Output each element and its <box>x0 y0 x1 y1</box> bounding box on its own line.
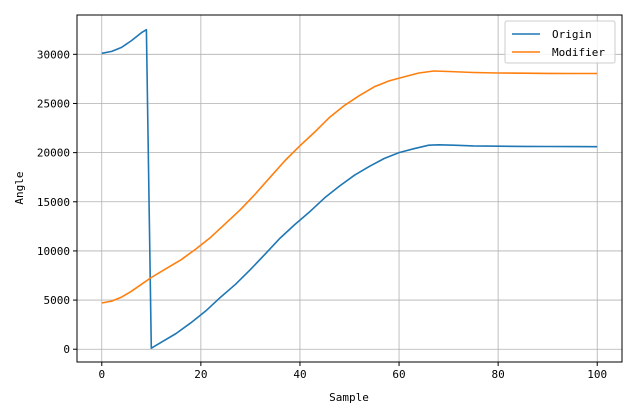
y-tick-label: 30000 <box>37 48 70 61</box>
y-tick-label: 5000 <box>44 294 71 307</box>
x-tick-label: 40 <box>293 368 306 381</box>
legend: Origin Modifier <box>504 20 616 64</box>
x-tick-label: 100 <box>587 368 607 381</box>
y-tick-label: 15000 <box>37 196 70 209</box>
y-tick-label: 0 <box>63 343 70 356</box>
x-tick-label: 80 <box>492 368 505 381</box>
y-axis-label: Angle <box>13 171 26 204</box>
series-line-origin <box>101 28 598 350</box>
x-tick-label: 0 <box>98 368 105 381</box>
legend-label-modifier: Modifier <box>552 46 605 59</box>
y-axis-ticks: 0 5000 10000 15000 20000 25000 30000 <box>37 48 77 356</box>
plot-frame <box>76 14 623 363</box>
series-line-modifier <box>101 70 598 304</box>
series-layer <box>101 28 598 350</box>
x-tick-label: 60 <box>392 368 405 381</box>
y-tick-label: 20000 <box>37 147 70 160</box>
x-axis-ticks: 0 20 40 60 80 100 <box>98 362 607 381</box>
y-tick-label: 25000 <box>37 97 70 110</box>
plot-background <box>77 15 622 362</box>
legend-label-origin: Origin <box>552 28 592 41</box>
y-tick-label: 10000 <box>37 245 70 258</box>
x-axis-label: Sample <box>329 391 369 404</box>
x-tick-label: 20 <box>194 368 207 381</box>
